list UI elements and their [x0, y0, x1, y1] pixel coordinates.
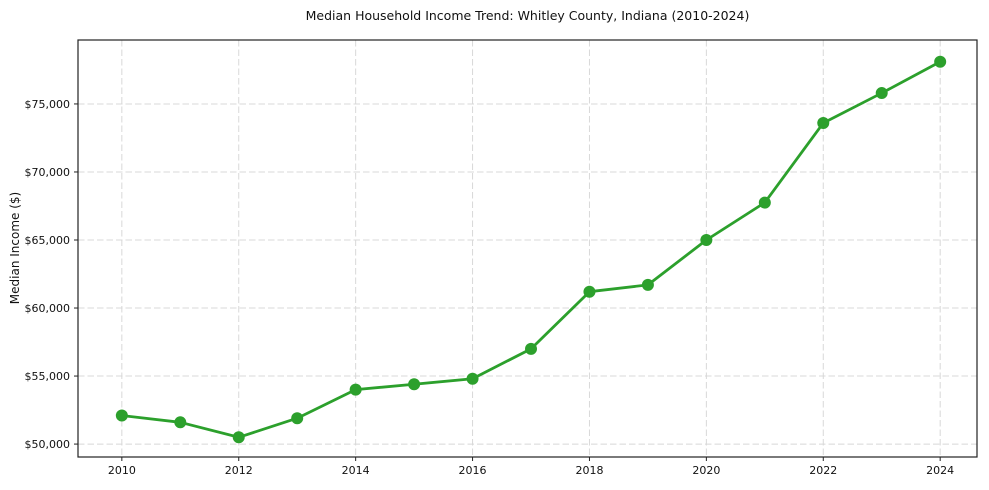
data-point [758, 196, 771, 209]
y-tick-label: $60,000 [25, 302, 71, 315]
data-point [174, 416, 187, 429]
data-point [525, 342, 538, 355]
x-tick-label: 2016 [459, 464, 487, 477]
data-point [583, 285, 596, 298]
x-tick-label: 2012 [225, 464, 253, 477]
y-tick-label: $55,000 [25, 370, 71, 383]
series-line [120, 60, 942, 439]
chart-title: Median Household Income Trend: Whitley C… [305, 8, 750, 23]
plot-border [77, 39, 978, 458]
x-tick-label: 2014 [342, 464, 370, 477]
data-point [466, 372, 479, 385]
y-tick-label: $50,000 [25, 438, 71, 451]
x-tick-label: 2024 [926, 464, 954, 477]
data-point [817, 116, 830, 129]
x-tick-label: 2010 [108, 464, 136, 477]
data-point [115, 409, 128, 422]
data-point [232, 431, 245, 444]
data-point [408, 378, 421, 391]
y-tick-label: $65,000 [25, 234, 71, 247]
y-tick-label: $75,000 [25, 98, 71, 111]
data-point [700, 233, 713, 246]
x-tick-label: 2018 [575, 464, 603, 477]
data-point [641, 278, 654, 291]
data-point [349, 383, 362, 396]
x-tick-label: 2022 [809, 464, 837, 477]
y-tick-label: $70,000 [25, 166, 71, 179]
data-point [875, 87, 888, 100]
data-point [934, 55, 947, 68]
x-tick-label: 2020 [692, 464, 720, 477]
data-point [291, 412, 304, 425]
